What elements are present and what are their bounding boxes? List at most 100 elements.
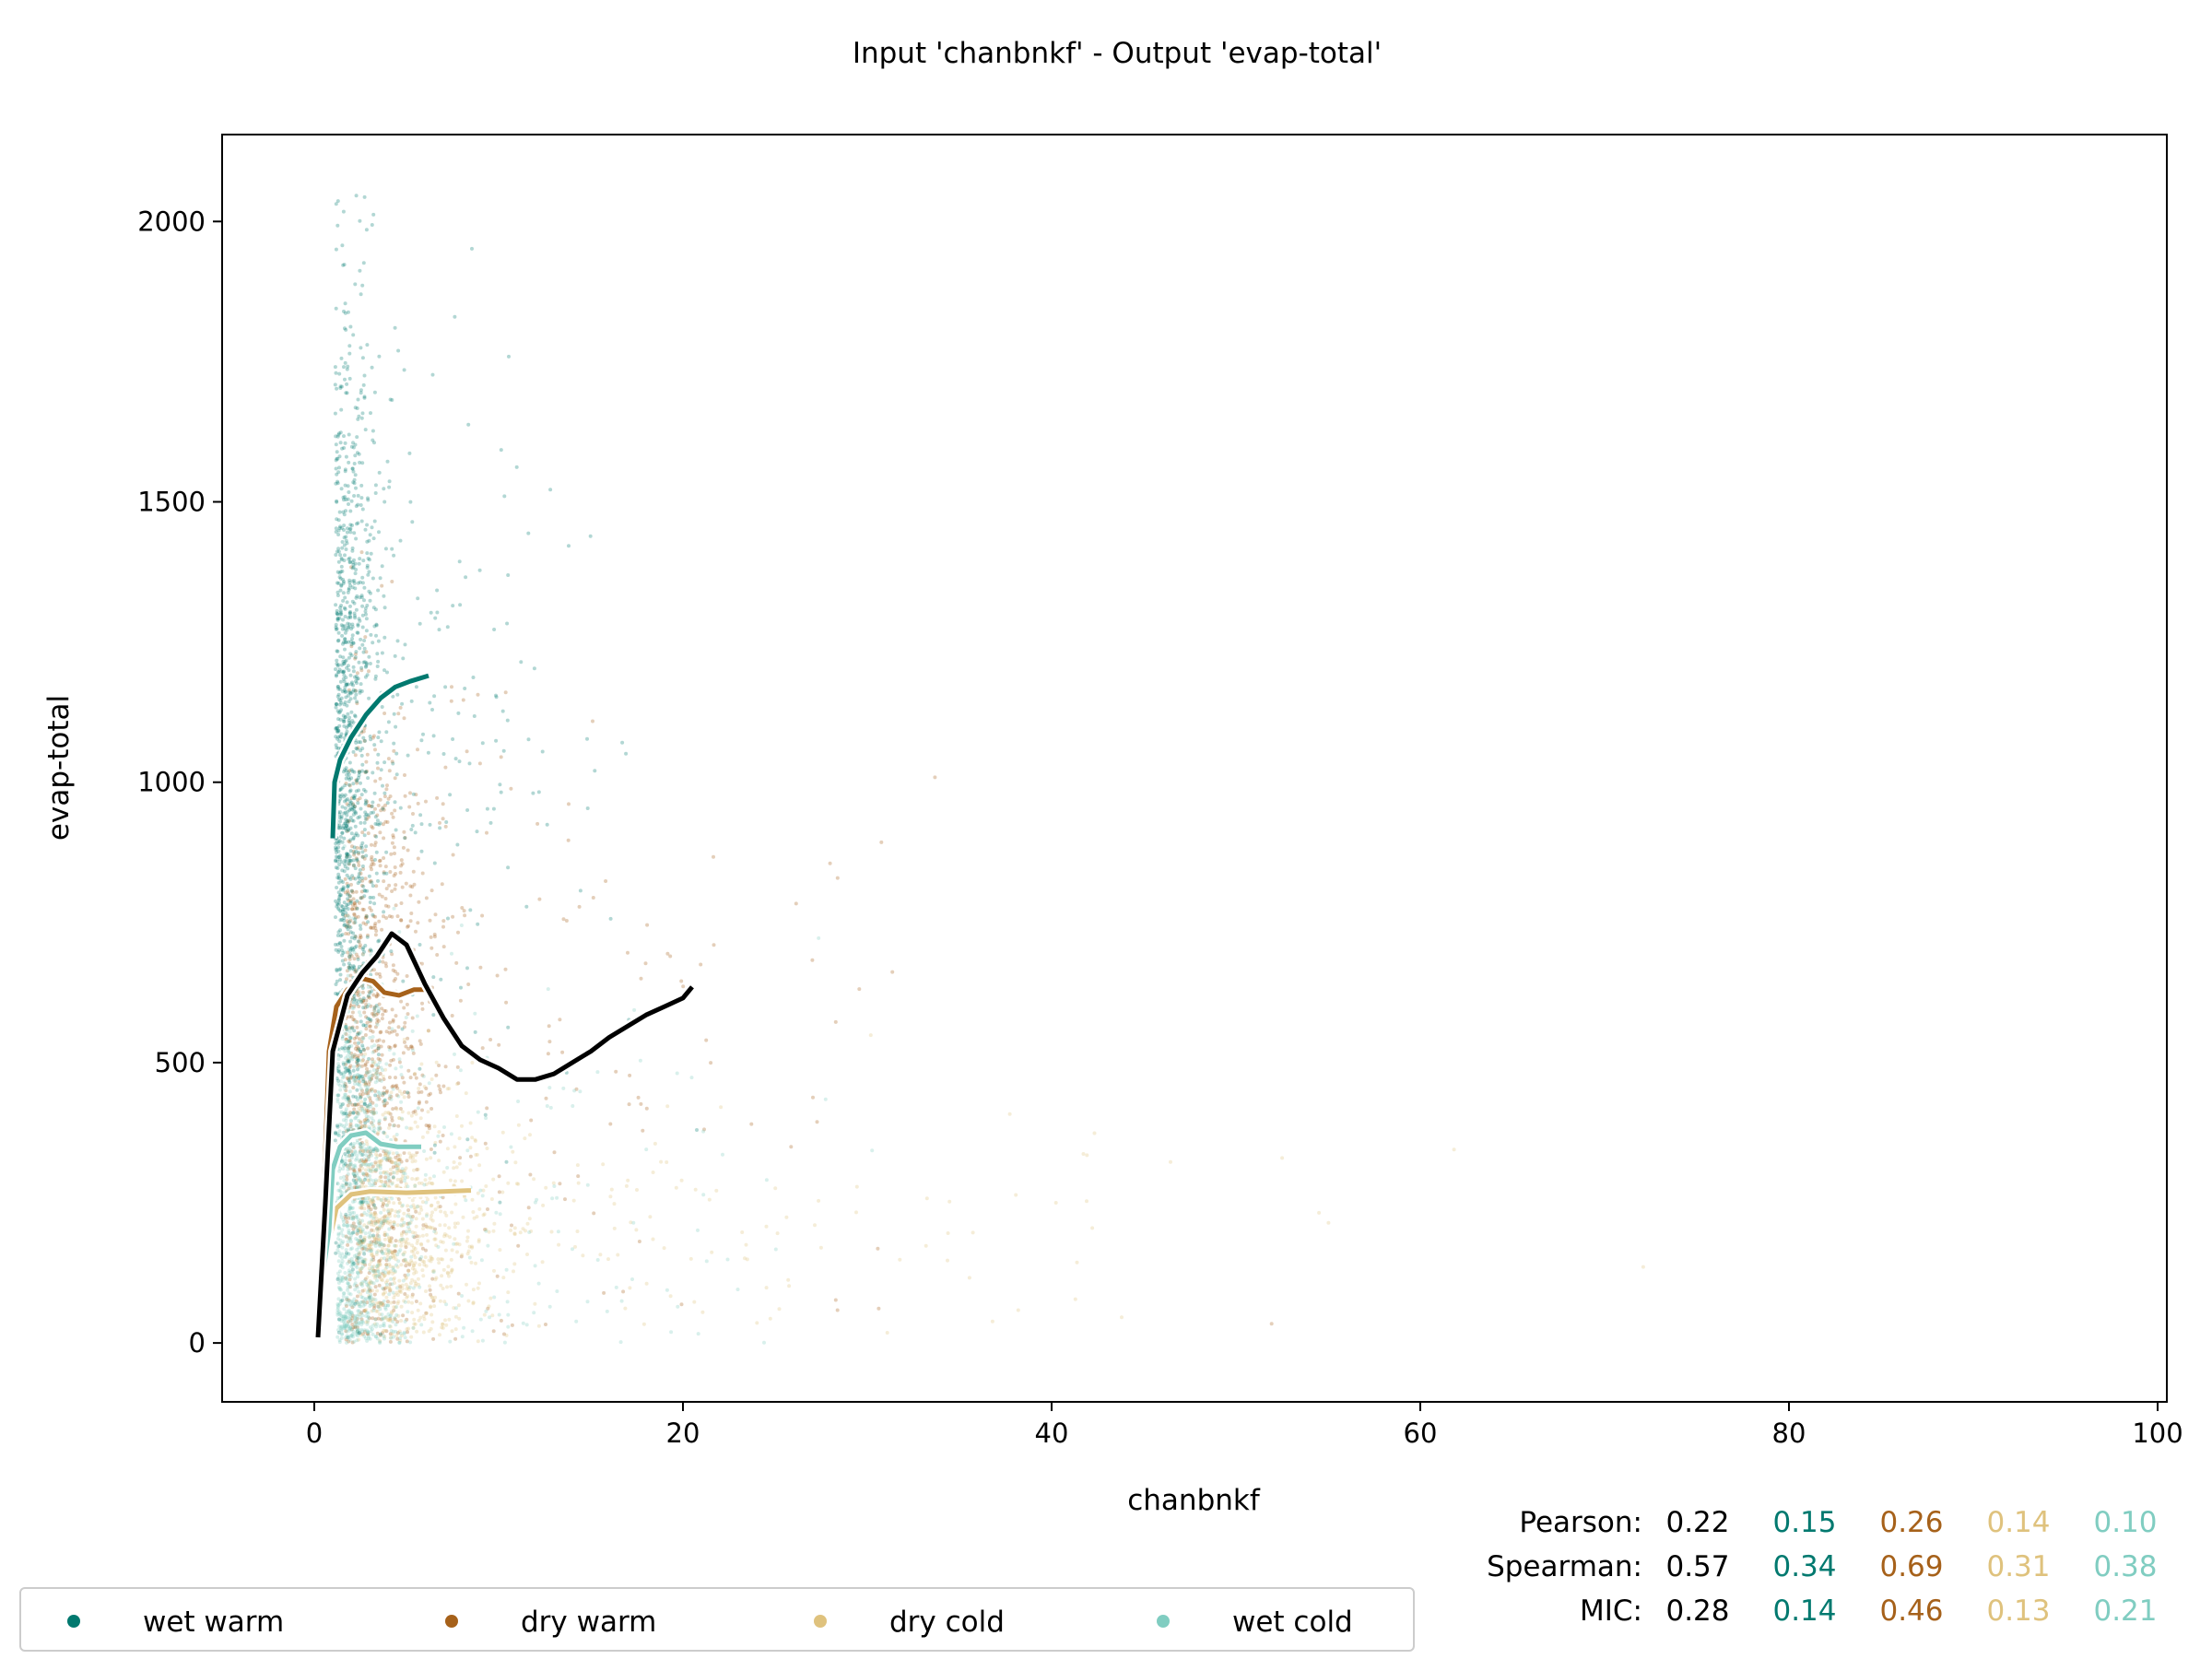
scatter-point (347, 351, 352, 356)
scatter-point (368, 533, 372, 537)
stat-label: Spearman: (1487, 1550, 1642, 1583)
legend-marker (814, 1615, 827, 1628)
stat-value: 0.28 (1665, 1594, 1729, 1628)
scatter-point (452, 1166, 456, 1171)
scatter-point (338, 553, 343, 558)
scatter-point (382, 1334, 386, 1338)
scatter-point (347, 1186, 351, 1191)
scatter-point (363, 770, 368, 774)
scatter-point (403, 836, 407, 840)
scatter-point (370, 1161, 374, 1166)
scatter-point (361, 650, 366, 654)
scatter-point (466, 422, 471, 427)
scatter-point (351, 1227, 356, 1231)
scatter-point (378, 1300, 382, 1305)
scatter-point (348, 816, 353, 819)
scatter-point (339, 1324, 344, 1329)
scatter-point (429, 1213, 433, 1218)
scatter-point (374, 1071, 379, 1075)
scatter-point (336, 897, 341, 901)
stat-value: 0.57 (1665, 1550, 1729, 1583)
scatter-point (588, 534, 593, 538)
scatter-point (335, 673, 339, 677)
scatter-point (383, 1156, 388, 1160)
scatter-point (359, 748, 363, 753)
scatter-point (403, 1243, 407, 1248)
scatter-point (360, 356, 365, 360)
scatter-point (377, 859, 382, 864)
scatter-point (374, 1168, 379, 1172)
scatter-point (417, 1087, 421, 1090)
scatter-point (483, 1141, 488, 1146)
scatter-point (391, 1124, 395, 1128)
scatter-point (357, 1046, 361, 1051)
scatter-point (346, 1261, 350, 1265)
scatter-point (371, 1229, 376, 1233)
scatter-point (338, 1088, 343, 1092)
scatter-point (411, 1048, 415, 1053)
scatter-point (356, 1275, 360, 1279)
scatter-point (414, 1300, 418, 1303)
scatter-point (372, 1303, 377, 1308)
scatter-point (347, 1206, 352, 1210)
scatter-point (416, 801, 420, 806)
scatter-point (367, 1056, 371, 1061)
scatter-point (367, 1288, 371, 1292)
scatter-point (348, 1127, 353, 1132)
scatter-point (387, 1200, 392, 1205)
scatter-point (408, 1154, 413, 1159)
scatter-point (558, 1182, 562, 1186)
scatter-point (336, 880, 341, 885)
scatter-point (356, 1238, 359, 1242)
scatter-point (389, 1207, 394, 1212)
scatter-point (371, 914, 376, 919)
scatter-point (712, 854, 715, 859)
scatter-point (348, 1111, 353, 1114)
scatter-point (378, 797, 382, 802)
scatter-point (429, 1292, 433, 1297)
scatter-point (362, 1239, 367, 1243)
scatter-point (393, 1249, 397, 1253)
scatter-point (355, 906, 359, 911)
scatter-point (456, 711, 461, 715)
scatter-point (391, 1175, 395, 1180)
scatter-point (400, 862, 405, 866)
scatter-point (403, 794, 407, 798)
scatter-point (342, 1073, 347, 1077)
scatter-point (384, 1196, 389, 1201)
scatter-point (375, 1278, 379, 1283)
scatter-point (410, 1177, 415, 1181)
scatter-point (459, 924, 464, 927)
scatter-point (364, 1027, 369, 1031)
scatter-point (370, 1064, 374, 1068)
scatter-point (371, 895, 376, 900)
scatter-point (340, 1228, 345, 1232)
scatter-point (396, 1197, 401, 1202)
scatter-point (406, 1310, 410, 1314)
scatter-point (392, 906, 396, 911)
scatter-point (403, 1240, 407, 1244)
scatter-point (380, 1006, 384, 1011)
scatter-point (423, 1178, 428, 1182)
scatter-point (360, 907, 365, 912)
scatter-point (548, 488, 553, 492)
scatter-point (360, 283, 365, 288)
scatter-point (370, 1153, 373, 1158)
scatter-point (365, 1290, 370, 1295)
scatter-point (337, 857, 342, 862)
scatter-point (381, 1012, 385, 1017)
scatter-point (359, 934, 363, 937)
scatter-point (368, 662, 372, 665)
scatter-point (346, 364, 350, 369)
scatter-point (394, 1076, 397, 1080)
scatter-point (361, 998, 366, 1003)
scatter-point (342, 528, 346, 532)
scatter-point (371, 1233, 375, 1238)
scatter-point (431, 1270, 436, 1275)
scatter-point (336, 1133, 341, 1137)
scatter-point (398, 1248, 403, 1253)
scatter-point (371, 1273, 376, 1277)
scatter-point (383, 1175, 388, 1180)
scatter-point (375, 1097, 380, 1101)
scatter-point (397, 1057, 402, 1062)
